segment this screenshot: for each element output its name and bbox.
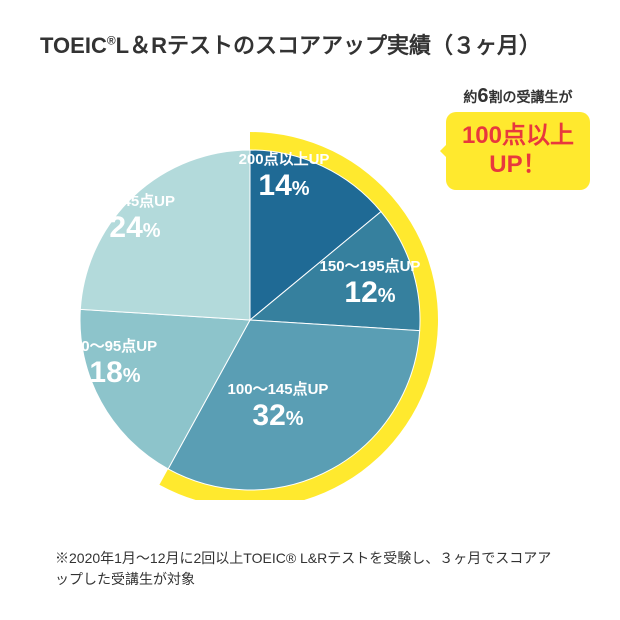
pie-slice — [80, 150, 250, 320]
callout: 約6割の受講生が 100点以上 UP！ — [446, 85, 590, 190]
footnote: ※2020年1月〜12月に2回以上TOEIC® L&Rテストを受験し、３ヶ月でス… — [55, 548, 565, 590]
callout-bubble: 100点以上 UP！ — [446, 112, 590, 190]
callout-line1: 100点以上 — [462, 122, 574, 149]
page-title: TOEIC®L＆Rテストのスコアアップ実績（３ヶ月） — [40, 28, 541, 60]
callout-sub-pre: 約 — [463, 89, 477, 105]
callout-line2: UP！ — [489, 151, 546, 178]
callout-sub-post: 割の受講生が — [489, 89, 573, 105]
pie-svg — [50, 100, 450, 500]
pie-chart: 200点以上UP14%150〜195点UP12%100〜145点UP32%50〜… — [50, 100, 450, 500]
callout-sub-big: 6 — [477, 85, 488, 107]
callout-subtext: 約6割の受講生が — [446, 85, 590, 108]
